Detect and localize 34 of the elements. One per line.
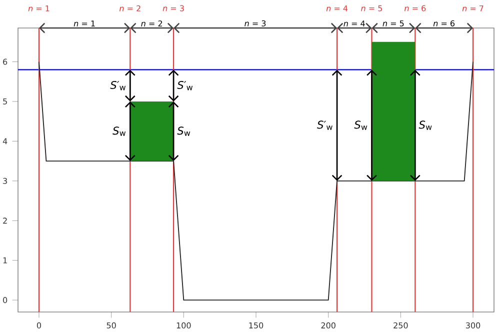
text: n = 4	[344, 20, 365, 26]
annotation: S$_{w}$	[418, 120, 432, 130]
y-tick-label: 6	[3, 58, 8, 65]
text: n = 2	[141, 20, 162, 26]
annotation: S′$_{w}$	[110, 80, 126, 90]
annotation: S$_{w}$	[354, 120, 368, 130]
y-tick-label: 3	[3, 178, 7, 184]
annotation: S′$_{w}$	[177, 80, 193, 90]
text: n = 5	[382, 20, 404, 26]
text: n = 2	[119, 5, 140, 12]
x-tick-label: 50	[106, 322, 116, 328]
annotation: S$_{w}$	[112, 126, 126, 136]
x-tick-label: 0	[36, 322, 42, 328]
x-tick-label: 150	[249, 322, 264, 328]
y-tick-label: 0	[3, 297, 8, 304]
x-tick-label: 300	[466, 322, 480, 328]
text: n = 6	[404, 5, 426, 12]
text: n = 3	[162, 5, 184, 12]
annotation: S′$_{w}$	[317, 120, 332, 130]
text: n = 1	[74, 20, 95, 26]
text: n = 4	[326, 5, 348, 12]
y-tick-label: 4	[2, 138, 8, 144]
text: n = 1	[28, 5, 50, 12]
x-tick-label: 200	[321, 322, 336, 328]
annotation: S$_{w}$	[177, 126, 190, 136]
y-tick-label: 2	[3, 218, 7, 224]
text: n = 6	[433, 20, 455, 26]
text: n = 5	[361, 5, 382, 12]
text: n = 7	[462, 5, 484, 12]
y-tick-label: 1	[3, 257, 7, 264]
x-tick-label: 250	[394, 322, 408, 328]
text: n = 3	[244, 20, 266, 26]
x-tick-label: 100	[176, 322, 191, 328]
y-tick-label: 5	[3, 98, 7, 104]
